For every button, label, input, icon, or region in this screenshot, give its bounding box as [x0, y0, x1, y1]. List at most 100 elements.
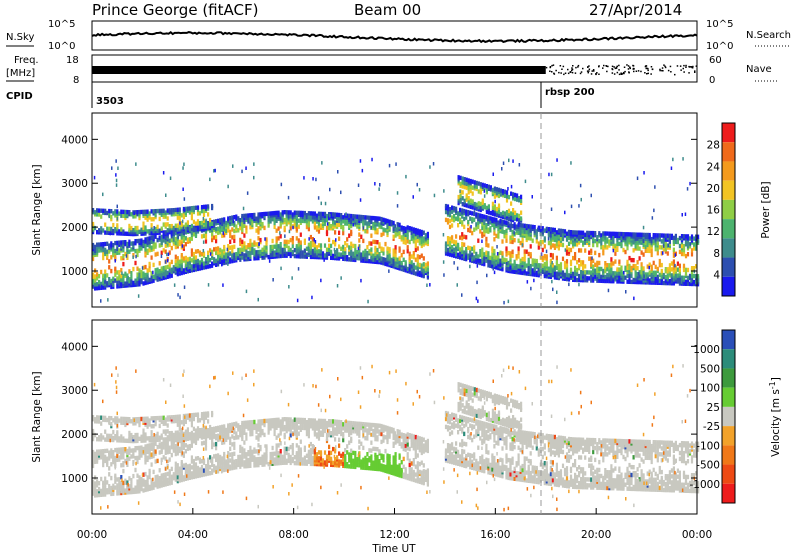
nave-dot: [651, 68, 654, 71]
power-cell: [122, 213, 125, 218]
power-cell: [426, 261, 429, 266]
velocity-cell: [100, 488, 103, 494]
power-cell: [352, 214, 355, 219]
power-cell: [503, 234, 506, 239]
nave-dot: [626, 64, 628, 66]
power-cell: [559, 266, 563, 271]
power-cell: [106, 273, 109, 278]
power-cell: [386, 218, 389, 224]
power-cell: [221, 227, 224, 232]
power-cell: [541, 239, 544, 245]
nave-dot: [598, 65, 600, 67]
power-cell: [356, 220, 359, 225]
velocity-cell: [227, 423, 230, 428]
power-cell: [630, 265, 633, 271]
power-cell: [642, 266, 645, 271]
power-cell: [233, 215, 236, 220]
power-cell: [227, 224, 230, 229]
power-cell: [215, 227, 218, 232]
power-cell: [697, 234, 700, 239]
power-cell: [448, 236, 452, 241]
power-cell: [170, 267, 173, 272]
power-cell: [443, 189, 445, 193]
power-cell: [680, 275, 684, 280]
power-cell: [281, 218, 284, 223]
power-cell: [112, 211, 115, 216]
power-cell: [257, 218, 260, 223]
power-cell: [640, 266, 643, 271]
power-cell: [414, 271, 417, 276]
power-cell: [543, 265, 546, 271]
power-cell: [465, 181, 468, 186]
power-cell: [209, 264, 212, 269]
velocity-cell: [168, 449, 171, 454]
power-cell: [213, 235, 216, 240]
velocity-cell: [229, 446, 232, 451]
power-cell: [576, 277, 579, 283]
power-cell: [287, 251, 290, 257]
power-cell: [114, 272, 117, 277]
power-cell: [533, 272, 536, 277]
power-cell: [192, 225, 195, 230]
power-cell: [92, 208, 95, 213]
power-cell: [283, 225, 286, 231]
power-cell: [525, 249, 528, 254]
power-cell: [173, 283, 176, 287]
power-cell: [578, 230, 581, 235]
power-cell: [219, 247, 222, 253]
power-cell: [184, 222, 187, 227]
power-cell: [229, 245, 232, 250]
velocity-cell: [204, 446, 208, 451]
power-cell: [467, 227, 470, 233]
power-cell: [549, 252, 552, 258]
velocity-cell: [263, 452, 266, 457]
power-cell: [505, 258, 508, 263]
power-cell: [182, 166, 184, 170]
velocity-cell: [106, 488, 109, 493]
nave-dot: [572, 65, 574, 67]
power-cell: [646, 264, 649, 269]
power-cell: [215, 219, 218, 224]
power-cell: [455, 216, 458, 221]
power-cell: [569, 247, 573, 253]
velocity-cell: [146, 443, 149, 449]
power-cell: [533, 225, 536, 230]
power-cell: [604, 274, 607, 280]
power-cell: [116, 217, 119, 221]
power-cell: [380, 256, 383, 261]
power-cell: [368, 215, 371, 220]
nave-dot: [559, 65, 562, 67]
power-cell: [483, 189, 486, 193]
power-cell: [279, 234, 282, 239]
colorbar-swatch: [722, 257, 735, 277]
velocity-cell: [215, 445, 218, 451]
power-cell: [414, 265, 417, 270]
velocity-cell: [194, 466, 198, 471]
power-heatmap: [92, 157, 700, 305]
power-cell: [108, 208, 111, 214]
power-cell: [517, 250, 520, 255]
power-cell: [592, 258, 595, 263]
power-cell: [392, 248, 395, 253]
power-cell: [660, 245, 663, 250]
velocity-cell: [221, 424, 224, 430]
power-cell: [524, 179, 527, 184]
power-cell: [422, 230, 425, 235]
power-cell: [342, 230, 345, 236]
power-cell: [148, 261, 151, 267]
power-cell: [348, 245, 351, 250]
power-cell: [636, 272, 639, 277]
power-cell: [352, 243, 355, 249]
power-cell: [545, 249, 548, 254]
power-cell: [483, 214, 486, 219]
power-cell: [311, 237, 314, 242]
velocity-cell: [182, 463, 185, 468]
power-cell: [551, 253, 554, 258]
power-cell: [313, 246, 316, 252]
power-cell: [499, 219, 502, 224]
velocity-cell: [110, 475, 113, 481]
power-cell: [288, 229, 291, 234]
power-cell: [516, 217, 519, 222]
power-cell: [176, 260, 179, 265]
power-cell: [666, 233, 669, 238]
